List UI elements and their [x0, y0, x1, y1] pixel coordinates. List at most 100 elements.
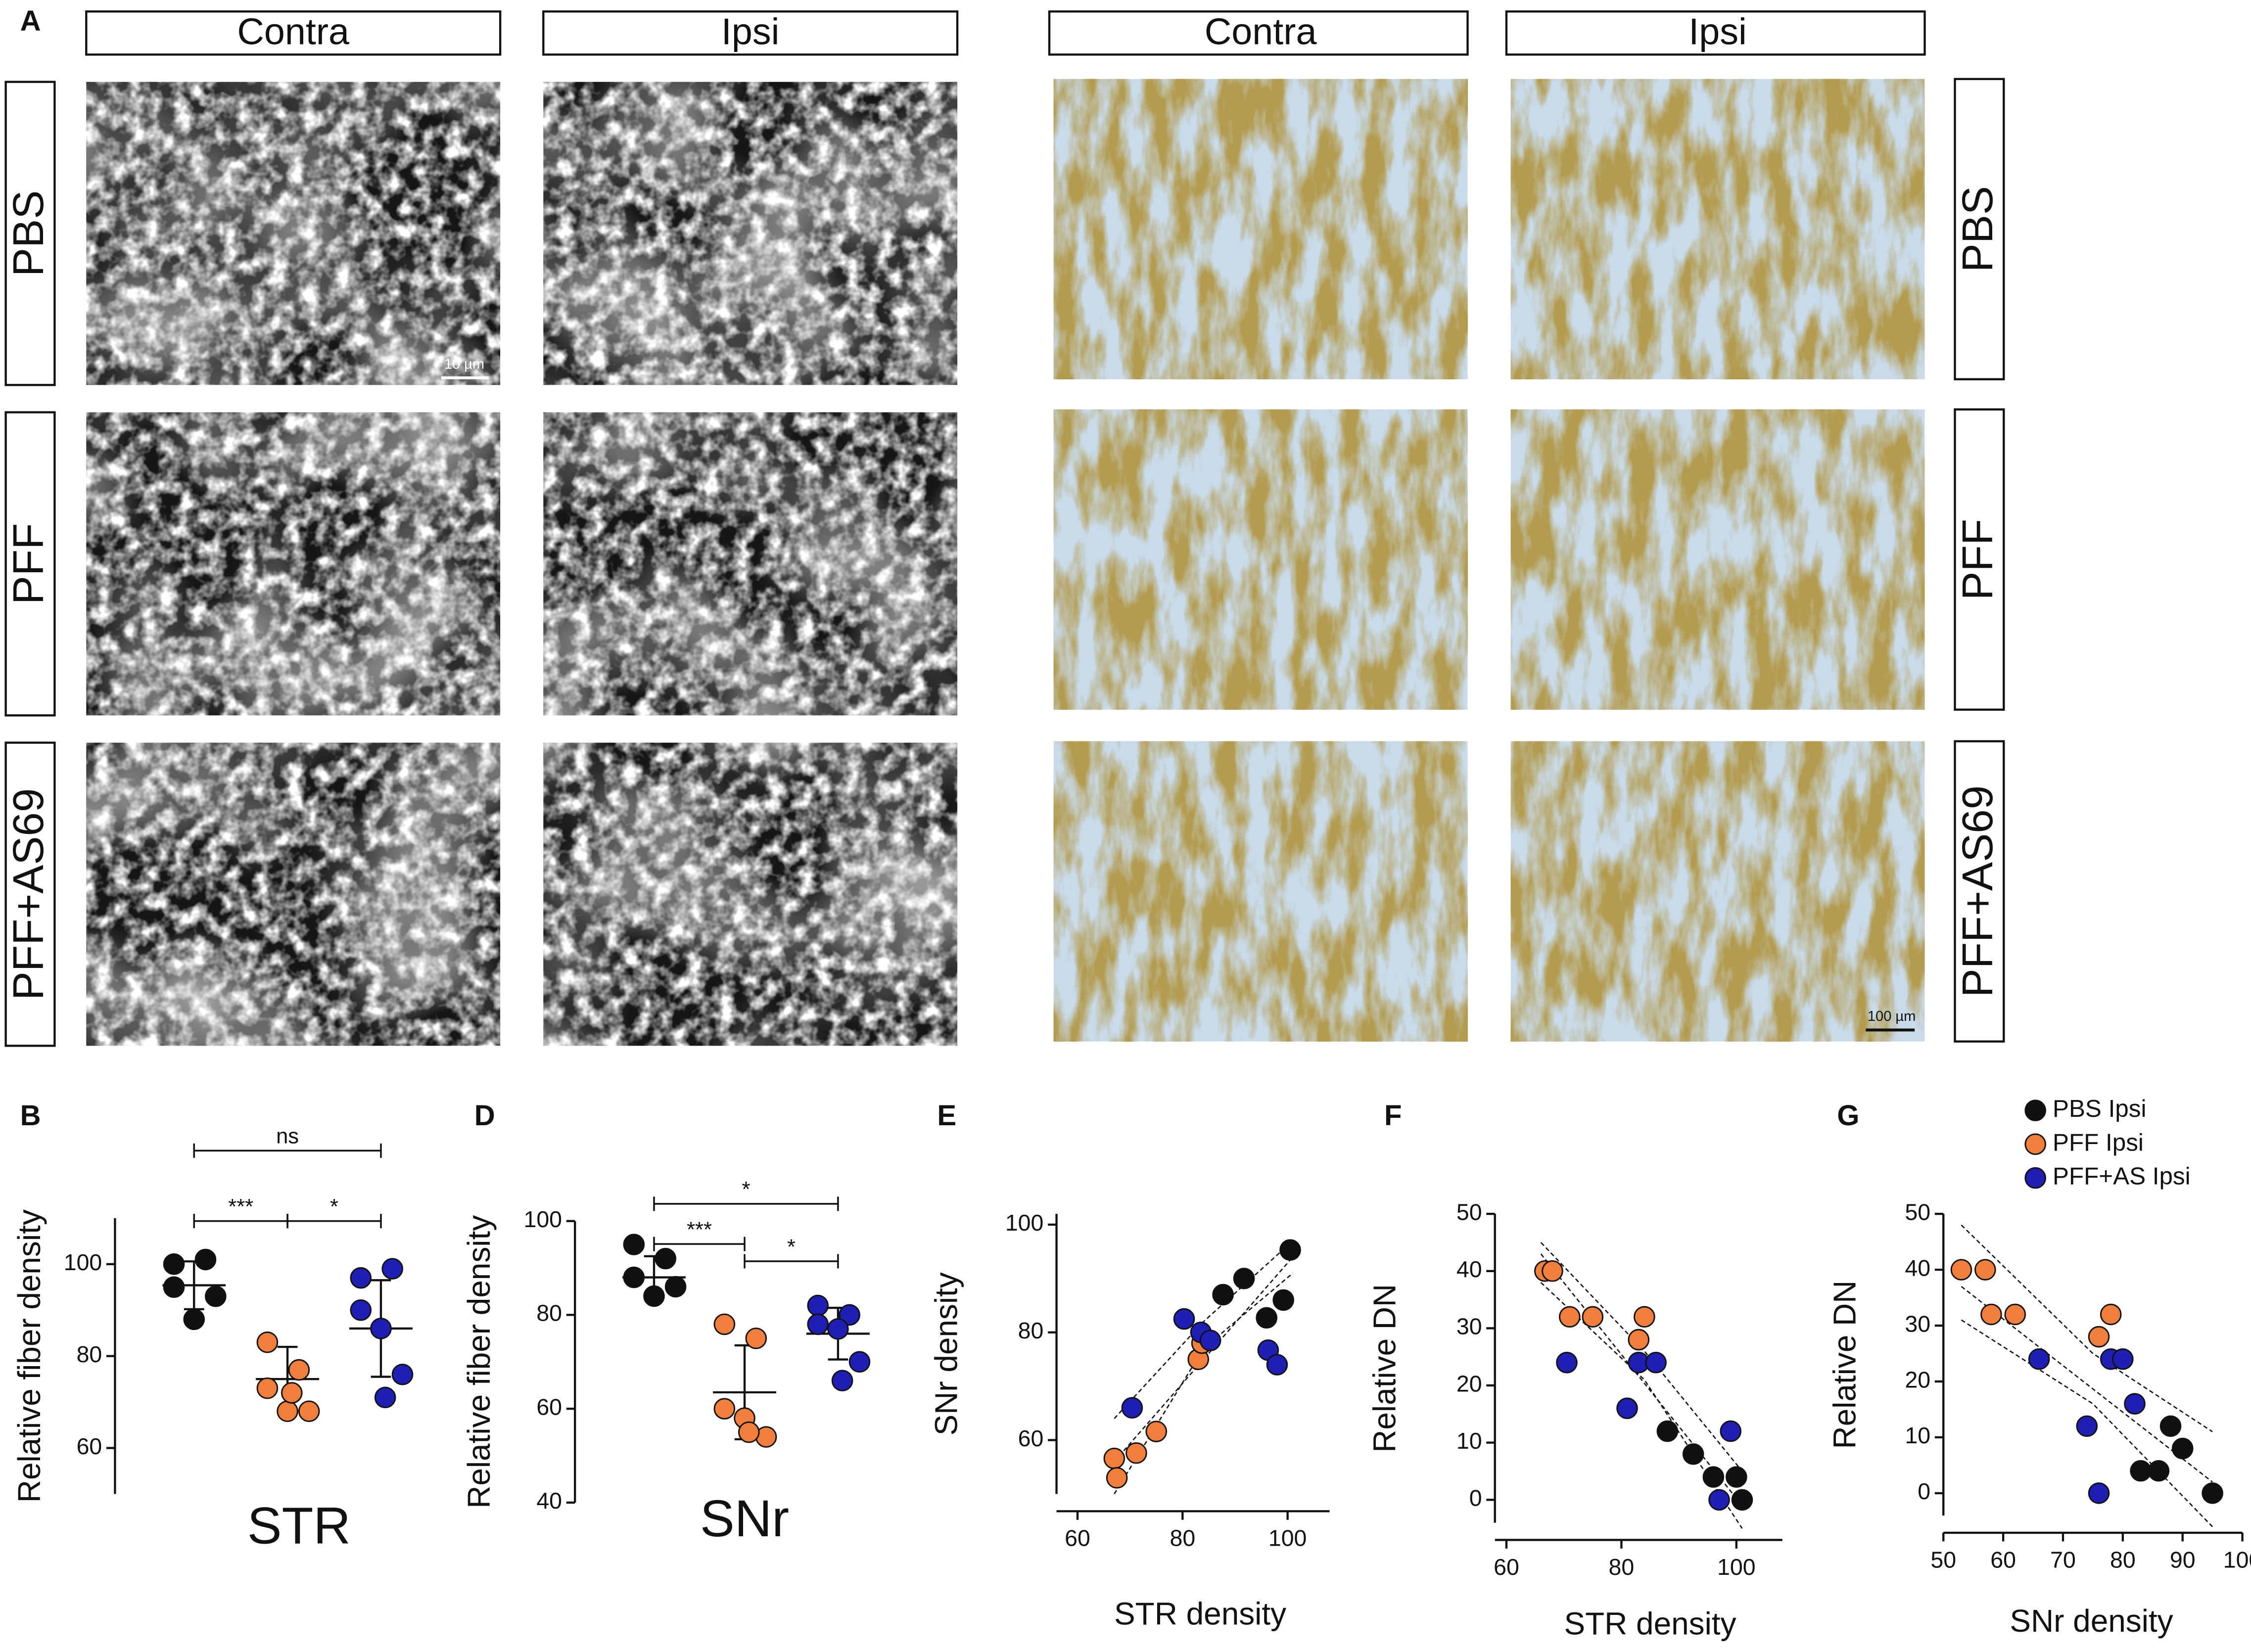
panel-label: E	[937, 1100, 956, 1132]
row-label-box	[1954, 78, 2005, 380]
y-tick-label: 20	[1905, 1367, 1930, 1392]
data-point	[738, 1421, 760, 1443]
significance-label: *	[787, 1235, 796, 1259]
data-point	[1126, 1442, 1147, 1464]
data-point	[1559, 1306, 1581, 1328]
significance-label: *	[330, 1195, 338, 1219]
data-point	[1616, 1397, 1638, 1420]
data-point	[664, 1276, 687, 1298]
data-point	[1974, 1259, 1996, 1281]
legend-swatch	[2024, 1100, 2046, 1121]
data-point	[298, 1400, 320, 1423]
data-point	[1980, 1303, 2002, 1326]
row-label-box	[4, 81, 56, 386]
data-point	[281, 1382, 303, 1404]
data-point	[194, 1248, 217, 1271]
row-label: PFF	[1954, 519, 2002, 600]
x-tick-label: 100	[1717, 1554, 1756, 1580]
y-tick-label: 60	[77, 1433, 102, 1459]
y-tick-label: 30	[1905, 1311, 1930, 1336]
y-tick-label: 20	[1456, 1371, 1482, 1396]
y-tick-label: 0	[1918, 1478, 1930, 1504]
x-axis-label: STR density	[1114, 1596, 1286, 1631]
scale-bar-label: 100 µm	[1868, 1009, 1916, 1024]
data-point	[2112, 1348, 2134, 1370]
micrograph-stain	[1053, 79, 1468, 379]
data-point	[2088, 1326, 2110, 1348]
data-point	[2130, 1460, 2152, 1482]
panel-label: G	[1837, 1100, 1859, 1132]
data-point	[2004, 1303, 2026, 1326]
data-point	[1628, 1329, 1650, 1351]
data-point	[1272, 1289, 1294, 1311]
column-header-box	[1048, 10, 1469, 56]
panel-label: D	[474, 1100, 495, 1132]
y-tick-label: 10	[1456, 1428, 1482, 1454]
data-point	[1702, 1466, 1725, 1488]
significance-label: ***	[687, 1218, 712, 1242]
data-point	[350, 1299, 372, 1321]
x-axis-label: STR density	[1564, 1606, 1736, 1642]
data-point	[831, 1370, 853, 1392]
data-point	[643, 1285, 665, 1307]
y-tick-label: 80	[536, 1300, 562, 1326]
legend-label: PBS Ipsi	[2053, 1095, 2146, 1122]
column-header: Contra	[237, 11, 349, 53]
x-axis-label: SNr density	[2010, 1603, 2173, 1639]
significance-label: ***	[228, 1195, 253, 1219]
data-point	[713, 1313, 736, 1335]
data-point	[2148, 1460, 2170, 1482]
row-label-box	[4, 741, 56, 1047]
row-label-box	[1954, 740, 2005, 1043]
panel-label: B	[20, 1100, 41, 1132]
micrograph-stain	[1510, 79, 1925, 379]
row-label: PFF+AS69	[1954, 785, 2002, 997]
data-point	[1726, 1466, 1747, 1488]
y-tick-label: 40	[1905, 1255, 1930, 1281]
y-tick-label: 40	[536, 1488, 562, 1514]
micrograph-fibers	[543, 82, 958, 385]
data-point	[163, 1253, 185, 1275]
column-header-box	[542, 10, 959, 56]
data-point	[827, 1318, 849, 1340]
y-axis-label: Relative fiber density	[461, 1215, 497, 1509]
y-tick-label: 80	[77, 1341, 102, 1367]
y-tick-label: 40	[1456, 1256, 1482, 1282]
data-point	[2124, 1393, 2146, 1415]
x-tick-label: 90	[2170, 1547, 2196, 1572]
micrograph-fibers	[86, 82, 501, 385]
column-header: Ipsi	[721, 11, 780, 53]
data-point	[2088, 1482, 2110, 1504]
confidence-band	[1540, 1242, 1743, 1472]
data-point	[288, 1359, 310, 1381]
y-tick-label: 30	[1456, 1314, 1482, 1339]
data-point	[1199, 1330, 1221, 1351]
data-point	[1720, 1420, 1742, 1442]
data-point	[1266, 1354, 1288, 1376]
data-point	[2100, 1303, 2122, 1326]
regression-line	[1114, 1256, 1294, 1463]
confidence-band	[1961, 1319, 2213, 1527]
y-tick-label: 100	[524, 1206, 563, 1232]
column-header-box	[1505, 10, 1926, 56]
column-header: Contra	[1205, 11, 1317, 53]
row-label-box	[4, 411, 56, 717]
data-point	[1645, 1352, 1667, 1374]
legend-swatch	[2024, 1133, 2046, 1155]
data-point	[807, 1294, 829, 1317]
column-header: Ipsi	[1688, 11, 1747, 53]
data-point	[350, 1267, 372, 1289]
data-point	[2028, 1348, 2050, 1370]
micrograph-fibers	[543, 742, 958, 1046]
micrograph-fibers	[86, 412, 501, 716]
micrograph-stain	[1510, 741, 1925, 1042]
data-point	[391, 1364, 414, 1385]
significance-label: ns	[276, 1125, 299, 1148]
data-point	[183, 1308, 205, 1331]
row-label-box	[1954, 408, 2005, 711]
panel-label: F	[1384, 1100, 1402, 1132]
y-tick-label: 80	[1018, 1318, 1044, 1343]
micrograph-fibers	[86, 742, 501, 1046]
data-point	[370, 1318, 392, 1339]
